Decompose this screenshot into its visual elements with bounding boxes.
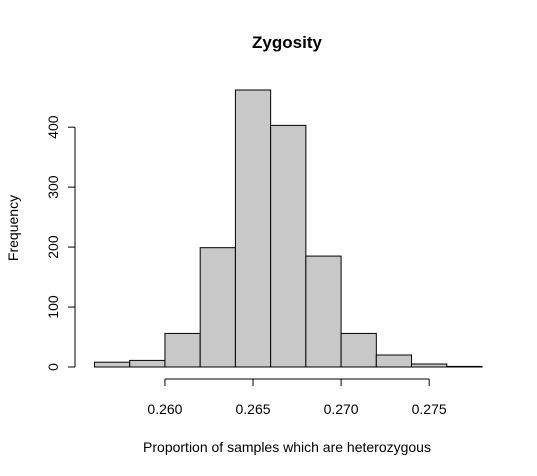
histogram-bar	[199, 247, 236, 368]
x-tick-label: 0.275	[412, 401, 447, 417]
y-tick-label: 200	[45, 235, 61, 259]
x-axis: 0.260 0.265 0.270 0.275	[147, 378, 447, 417]
histogram-bar	[234, 89, 272, 368]
y-axis: 0 100 200 300 400	[45, 115, 76, 371]
histogram-bar	[129, 359, 166, 368]
y-tick-label: 400	[45, 115, 61, 139]
x-axis-label: Proportion of samples which are heterozy…	[143, 439, 431, 455]
histogram-bar	[340, 332, 377, 368]
histogram-bar	[164, 332, 201, 368]
histogram-bar	[375, 354, 413, 368]
histogram-bar	[94, 361, 131, 368]
x-tick-label: 0.265	[235, 401, 270, 417]
histogram-bar	[305, 255, 342, 368]
histogram-bar	[446, 365, 483, 368]
y-axis-label: Frequency	[5, 195, 21, 261]
y-tick-label: 100	[45, 295, 61, 319]
y-tick-label: 0	[45, 363, 61, 371]
bars-group	[94, 89, 483, 368]
histogram-bar	[411, 363, 448, 368]
chart-title: Zygosity	[252, 33, 322, 52]
histogram-bar	[270, 124, 307, 368]
x-tick-label: 0.260	[147, 401, 182, 417]
x-tick-label: 0.270	[324, 401, 359, 417]
y-tick-label: 300	[45, 175, 61, 199]
